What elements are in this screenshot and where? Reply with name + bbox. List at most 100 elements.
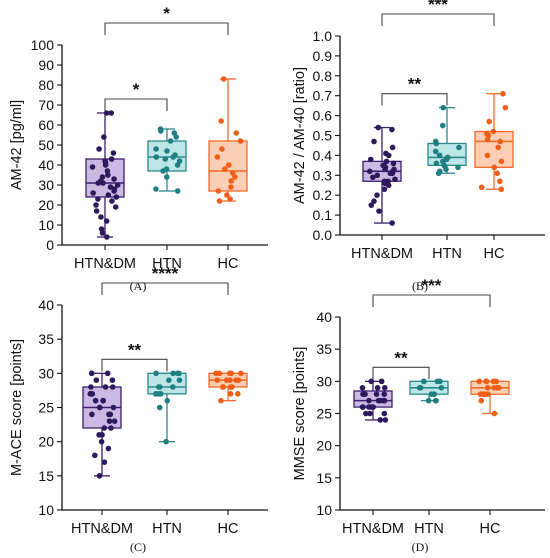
data-point: [485, 391, 491, 398]
iqr-box: [147, 372, 187, 395]
data-point: [110, 150, 117, 156]
data-point: [108, 110, 115, 116]
y-tick-label: 0.9: [313, 48, 333, 64]
data-point: [443, 166, 449, 173]
y-tick-label: 40: [38, 157, 54, 173]
y-tick-label: 0.3: [313, 167, 333, 183]
box-htn-dm: [82, 370, 122, 479]
data-point: [425, 397, 432, 404]
data-point: [227, 377, 233, 383]
y-tick-label: 40: [316, 309, 332, 325]
data-point: [237, 138, 244, 144]
data-point: [390, 160, 397, 167]
data-point: [218, 118, 224, 124]
x-category-label: HTN&DM: [342, 521, 404, 537]
data-point: [108, 425, 114, 431]
data-point: [103, 218, 110, 224]
y-tick-label: 70: [38, 97, 54, 113]
chart-panel-a: 0 10 20 30 40 50 60 70 80 90 100 AM-42 [pg/ml] HTN&D…: [9, 4, 268, 293]
data-point: [381, 384, 388, 391]
y-tick-label: 20: [38, 197, 54, 213]
data-point: [392, 176, 398, 183]
significance-label: **: [128, 340, 142, 359]
data-point: [98, 438, 105, 445]
data-point: [368, 202, 375, 208]
data-point: [484, 136, 491, 143]
data-point: [497, 178, 503, 185]
data-point: [433, 160, 440, 167]
box-htn: [409, 378, 449, 404]
data-point: [105, 172, 111, 178]
y-tick-label: 60: [38, 117, 54, 133]
data-point: [153, 146, 159, 152]
y-tick-label: 0.6: [313, 108, 333, 124]
data-point: [157, 391, 164, 397]
y-tick-label: 0: [46, 237, 54, 253]
data-point: [360, 391, 366, 398]
data-point: [367, 410, 373, 417]
data-point: [102, 162, 109, 168]
data-point: [176, 377, 183, 383]
data-point: [421, 378, 427, 385]
data-point: [173, 134, 180, 140]
data-point: [174, 162, 181, 168]
box-hc: [208, 76, 248, 204]
significance-bracket: [104, 98, 168, 111]
x-category-label: HTN&DM: [74, 256, 136, 272]
y-tick-label: 30: [316, 373, 332, 389]
data-point: [438, 384, 445, 391]
data-point: [381, 391, 388, 398]
data-point: [232, 174, 238, 180]
y-axis-label: AM-42 [pg/ml]: [9, 100, 25, 190]
box-htn: [427, 104, 467, 177]
data-point: [99, 432, 105, 438]
data-point: [498, 158, 505, 165]
y-tick-label: 10: [38, 217, 54, 233]
data-point: [416, 384, 423, 391]
data-point: [101, 134, 107, 140]
data-point: [491, 164, 498, 171]
box-hc: [470, 378, 510, 417]
data-point: [381, 410, 388, 417]
box-hc: [474, 90, 514, 193]
data-point: [166, 377, 172, 383]
y-tick-label: 0.4: [313, 147, 333, 163]
data-point: [383, 158, 390, 165]
data-point: [495, 384, 502, 391]
y-axis-label: M-ACE score [points]: [9, 339, 25, 476]
y-tick-label: 20: [316, 438, 332, 454]
x-category-label: HTN: [152, 521, 182, 537]
data-point: [109, 198, 115, 204]
data-point: [490, 128, 497, 135]
data-point: [96, 146, 102, 152]
data-point: [435, 170, 442, 177]
data-point: [377, 417, 384, 423]
data-point: [163, 174, 170, 180]
data-point: [228, 370, 235, 377]
data-point: [371, 138, 377, 145]
data-point: [478, 184, 485, 191]
data-point: [374, 192, 380, 198]
data-point: [235, 377, 242, 383]
panel-label: (D): [412, 540, 429, 554]
box-htn: [147, 126, 187, 194]
significance-label: **: [394, 348, 408, 367]
data-point: [170, 370, 176, 377]
data-point: [112, 204, 119, 210]
data-point: [500, 90, 506, 97]
data-point: [433, 397, 439, 404]
significance-label: *: [133, 80, 140, 99]
data-point: [363, 410, 369, 417]
significance-bracket: [381, 13, 495, 26]
y-tick-label: 30: [38, 177, 54, 193]
data-point: [96, 473, 103, 479]
data-point: [389, 144, 396, 151]
data-point: [228, 178, 234, 184]
data-point: [95, 196, 101, 202]
data-point: [476, 378, 483, 385]
data-point: [164, 397, 171, 404]
data-point: [491, 384, 497, 391]
data-point: [494, 170, 500, 177]
data-point: [238, 370, 244, 377]
data-point: [222, 166, 228, 172]
